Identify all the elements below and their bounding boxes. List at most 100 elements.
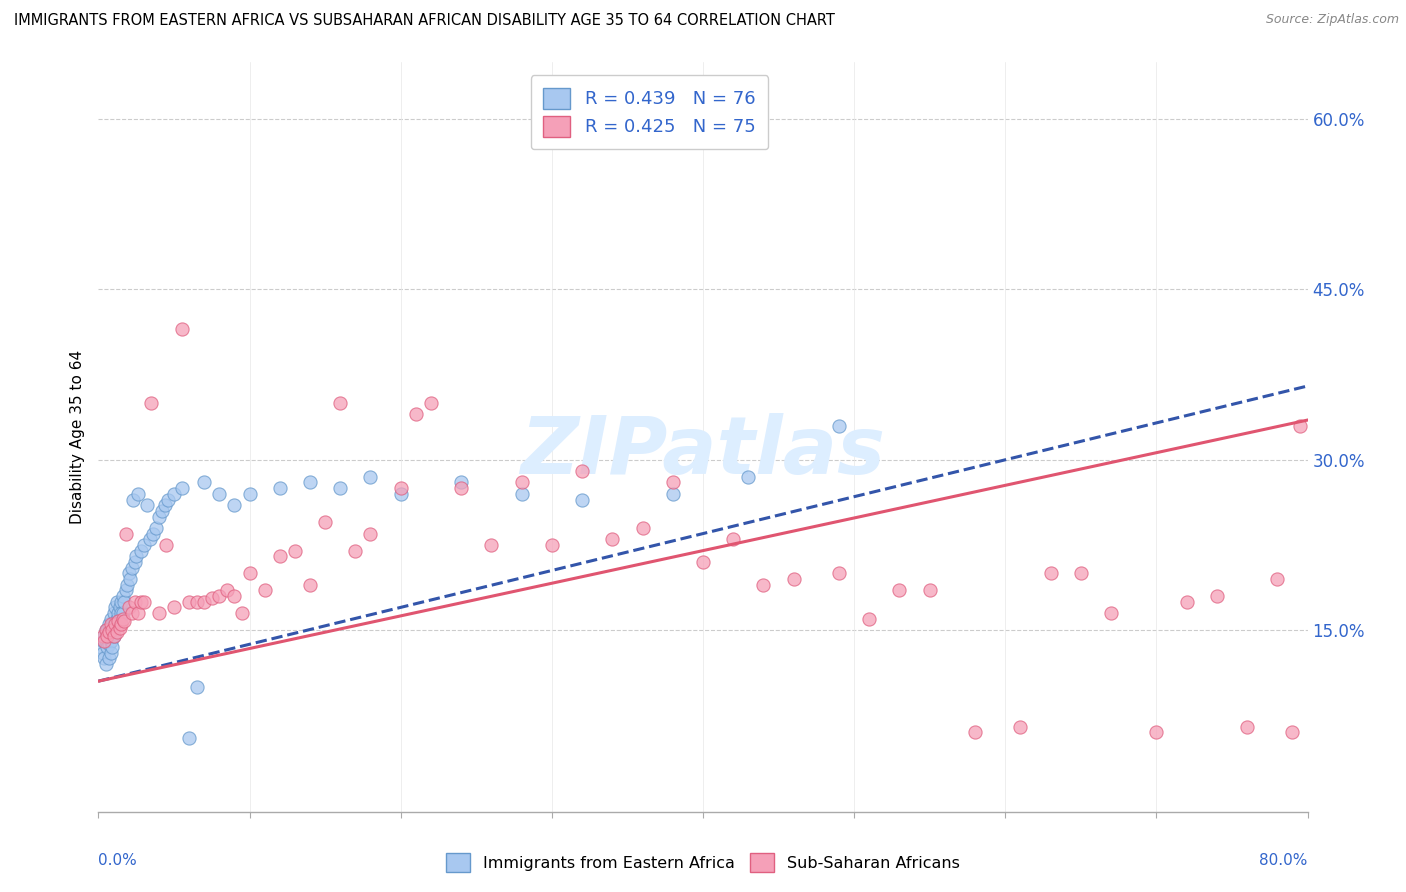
Text: Source: ZipAtlas.com: Source: ZipAtlas.com: [1265, 13, 1399, 27]
Point: [420, 396, 443, 410]
Point: [98, 651, 121, 665]
Point: [112, 595, 135, 609]
Point: [107, 614, 129, 628]
Point: [450, 475, 472, 490]
Point: [100, 617, 122, 632]
Point: [93, 651, 115, 665]
Point: [91, 646, 114, 660]
Point: [965, 725, 987, 739]
Point: [186, 680, 208, 694]
Point: [105, 625, 128, 640]
Point: [329, 481, 352, 495]
Point: [98, 625, 121, 640]
Point: [828, 418, 851, 433]
Point: [121, 560, 143, 574]
Point: [115, 577, 138, 591]
Point: [269, 481, 291, 495]
Point: [148, 509, 170, 524]
Point: [163, 487, 186, 501]
Point: [129, 543, 152, 558]
Point: [103, 629, 125, 643]
Point: [110, 595, 132, 609]
Point: [314, 515, 336, 529]
Point: [510, 475, 533, 490]
Point: [828, 566, 851, 581]
Text: IMMIGRANTS FROM EASTERN AFRICA VS SUBSAHARAN AFRICAN DISABILITY AGE 35 TO 64 COR: IMMIGRANTS FROM EASTERN AFRICA VS SUBSAH…: [14, 13, 835, 29]
Point: [329, 396, 352, 410]
Legend: R = 0.439   N = 76, R = 0.425   N = 75: R = 0.439 N = 76, R = 0.425 N = 75: [530, 75, 768, 150]
Point: [100, 623, 122, 637]
Point: [124, 595, 146, 609]
Point: [150, 504, 173, 518]
Point: [112, 614, 135, 628]
Point: [94, 623, 117, 637]
Point: [96, 629, 118, 643]
Point: [148, 606, 170, 620]
Point: [103, 606, 125, 620]
Point: [132, 595, 155, 609]
Point: [107, 606, 129, 620]
Point: [239, 566, 262, 581]
Point: [723, 533, 745, 547]
Point: [269, 549, 291, 564]
Point: [101, 623, 124, 637]
Point: [783, 572, 806, 586]
Point: [111, 606, 134, 620]
Point: [101, 617, 124, 632]
Point: [94, 623, 117, 637]
Point: [135, 498, 157, 512]
Point: [1010, 720, 1032, 734]
Point: [127, 487, 149, 501]
Point: [571, 492, 593, 507]
Point: [121, 606, 143, 620]
Point: [1206, 589, 1229, 603]
Point: [602, 533, 624, 547]
Point: [129, 595, 152, 609]
Point: [179, 595, 201, 609]
Point: [96, 623, 118, 637]
Point: [108, 600, 131, 615]
Point: [96, 640, 118, 654]
Point: [153, 498, 176, 512]
Point: [1099, 606, 1122, 620]
Point: [142, 526, 165, 541]
Point: [752, 577, 775, 591]
Point: [661, 475, 683, 490]
Point: [139, 533, 162, 547]
Point: [122, 492, 145, 507]
Point: [114, 526, 136, 541]
Point: [1267, 572, 1289, 586]
Point: [1144, 725, 1167, 739]
Y-axis label: Disability Age 35 to 64: Disability Age 35 to 64: [70, 350, 86, 524]
Point: [101, 629, 124, 643]
Point: [90, 640, 112, 654]
Point: [118, 600, 141, 615]
Text: ZIPatlas: ZIPatlas: [520, 413, 886, 491]
Point: [661, 487, 683, 501]
Point: [93, 629, 115, 643]
Point: [450, 481, 472, 495]
Point: [299, 475, 322, 490]
Point: [170, 322, 193, 336]
Point: [208, 589, 231, 603]
Point: [1289, 418, 1312, 433]
Point: [98, 637, 121, 651]
Point: [360, 526, 382, 541]
Point: [1070, 566, 1092, 581]
Point: [858, 612, 880, 626]
Point: [231, 606, 253, 620]
Point: [224, 589, 246, 603]
Point: [224, 498, 246, 512]
Point: [360, 470, 382, 484]
Text: 0.0%: 0.0%: [98, 853, 138, 868]
Point: [108, 612, 131, 626]
Point: [114, 583, 136, 598]
Point: [1039, 566, 1062, 581]
Point: [193, 475, 215, 490]
Text: 80.0%: 80.0%: [1260, 853, 1308, 868]
Point: [98, 625, 121, 640]
Legend: Immigrants from Eastern Africa, Sub-Saharan Africans: Immigrants from Eastern Africa, Sub-Saha…: [437, 845, 969, 880]
Point: [631, 521, 654, 535]
Point: [100, 612, 122, 626]
Point: [179, 731, 201, 745]
